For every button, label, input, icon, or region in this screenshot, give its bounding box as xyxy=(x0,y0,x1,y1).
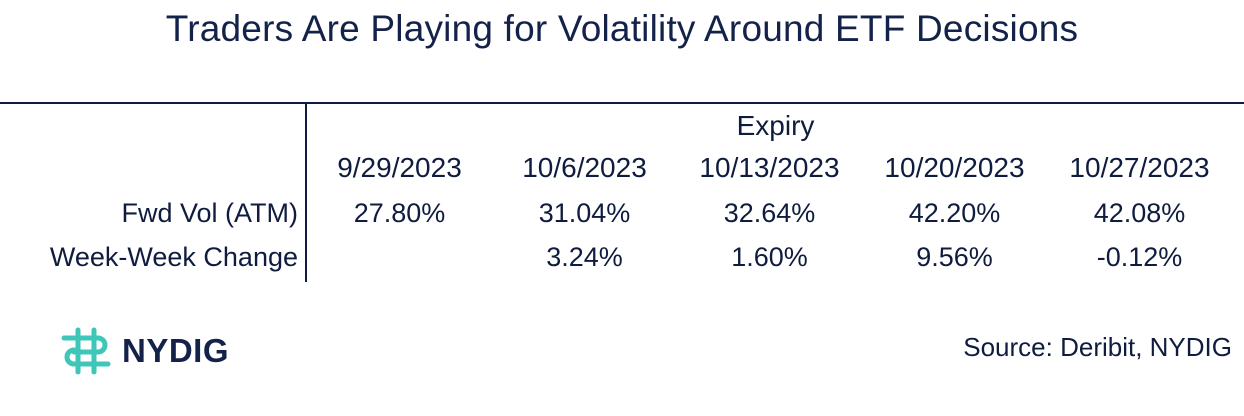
table-cell: -0.12% xyxy=(1096,242,1183,272)
brand-name: NYDIG xyxy=(122,332,230,369)
column-header: 10/20/2023 xyxy=(884,152,1025,183)
chart-title: Traders Are Playing for Volatility Aroun… xyxy=(165,8,1079,49)
source-note: Source: Deribit, NYDIG xyxy=(963,332,1232,362)
row-label-fwd-vol: Fwd Vol (ATM) xyxy=(121,198,298,228)
table-cell: 3.24% xyxy=(546,242,623,272)
table-cell: 31.04% xyxy=(538,198,631,228)
column-header: 10/13/2023 xyxy=(699,152,840,183)
column-header: 9/29/2023 xyxy=(337,152,462,183)
expiry-header: Expiry xyxy=(736,110,815,141)
row-label-week-change: Week-Week Change xyxy=(49,242,298,272)
table-cell: 32.64% xyxy=(723,198,816,228)
label-divider xyxy=(305,104,307,282)
table-cell: 42.20% xyxy=(908,198,1001,228)
nydig-logo-icon xyxy=(61,327,111,375)
table-cell: 1.60% xyxy=(731,242,808,272)
nydig-logo: NYDIG xyxy=(58,326,229,376)
header-rule xyxy=(0,102,1244,104)
table-cell: 42.08% xyxy=(1093,198,1186,228)
table-cell: 27.80% xyxy=(353,198,446,228)
table-cell: 9.56% xyxy=(916,242,993,272)
column-header: 10/6/2023 xyxy=(522,152,647,183)
column-header: 10/27/2023 xyxy=(1069,152,1210,183)
